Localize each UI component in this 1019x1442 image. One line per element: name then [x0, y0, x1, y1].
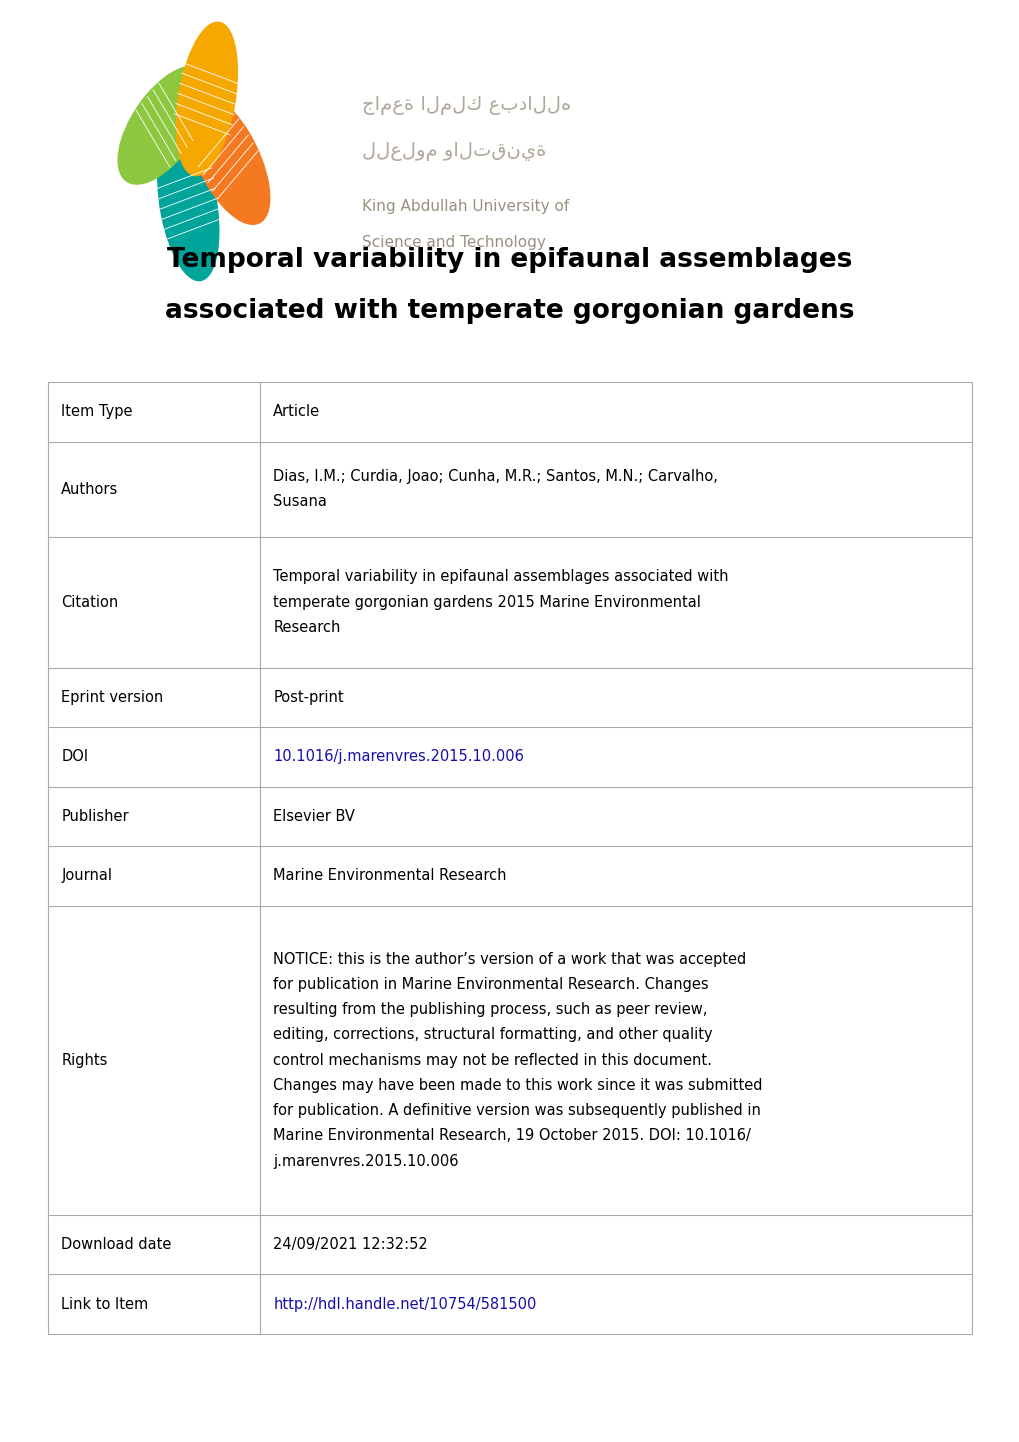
- Text: Science and Technology: Science and Technology: [362, 235, 545, 249]
- Text: جامعة الملك عبدالله: جامعة الملك عبدالله: [362, 95, 571, 115]
- Text: Authors: Authors: [61, 482, 118, 496]
- Text: للعلوم والتقنية: للعلوم والتقنية: [362, 141, 546, 162]
- Ellipse shape: [186, 94, 269, 225]
- Text: for publication. A definitive version was subsequently published in: for publication. A definitive version wa…: [273, 1103, 760, 1118]
- Text: Marine Environmental Research, 19 October 2015. DOI: 10.1016/: Marine Environmental Research, 19 Octobe…: [273, 1129, 751, 1144]
- Text: NOTICE: this is the author’s version of a work that was accepted: NOTICE: this is the author’s version of …: [273, 952, 746, 966]
- Text: Eprint version: Eprint version: [61, 689, 163, 705]
- Text: Changes may have been made to this work since it was submitted: Changes may have been made to this work …: [273, 1079, 762, 1093]
- Text: Marine Environmental Research: Marine Environmental Research: [273, 868, 506, 884]
- Text: resulting from the publishing process, such as peer review,: resulting from the publishing process, s…: [273, 1002, 707, 1017]
- Text: Dias, I.M.; Curdia, Joao; Cunha, M.R.; Santos, M.N.; Carvalho,: Dias, I.M.; Curdia, Joao; Cunha, M.R.; S…: [273, 469, 717, 485]
- Text: editing, corrections, structural formatting, and other quality: editing, corrections, structural formatt…: [273, 1028, 712, 1043]
- Ellipse shape: [118, 66, 211, 185]
- Text: Publisher: Publisher: [61, 809, 128, 823]
- Text: Citation: Citation: [61, 594, 118, 610]
- Text: Post-print: Post-print: [273, 689, 343, 705]
- Text: Temporal variability in epifaunal assemblages associated with: Temporal variability in epifaunal assemb…: [273, 570, 729, 584]
- Text: Article: Article: [273, 404, 320, 420]
- Text: Temporal variability in epifaunal assemblages: Temporal variability in epifaunal assemb…: [167, 247, 852, 273]
- Text: 24/09/2021 12:32:52: 24/09/2021 12:32:52: [273, 1237, 428, 1252]
- Text: j.marenvres.2015.10.006: j.marenvres.2015.10.006: [273, 1154, 459, 1168]
- Ellipse shape: [158, 127, 219, 281]
- Text: DOI: DOI: [61, 750, 89, 764]
- Text: temperate gorgonian gardens 2015 Marine Environmental: temperate gorgonian gardens 2015 Marine …: [273, 594, 700, 610]
- Text: Research: Research: [273, 620, 340, 634]
- Text: Download date: Download date: [61, 1237, 171, 1252]
- Text: http://hdl.handle.net/10754/581500: http://hdl.handle.net/10754/581500: [273, 1296, 536, 1312]
- Text: Elsevier BV: Elsevier BV: [273, 809, 355, 823]
- Text: Journal: Journal: [61, 868, 112, 884]
- Text: control mechanisms may not be reflected in this document.: control mechanisms may not be reflected …: [273, 1053, 711, 1067]
- Bar: [48, 382, 971, 1334]
- Text: Link to Item: Link to Item: [61, 1296, 149, 1312]
- Text: Item Type: Item Type: [61, 404, 132, 420]
- Text: associated with temperate gorgonian gardens: associated with temperate gorgonian gard…: [165, 298, 854, 324]
- Text: 10.1016/j.marenvres.2015.10.006: 10.1016/j.marenvres.2015.10.006: [273, 750, 524, 764]
- Text: for publication in Marine Environmental Research. Changes: for publication in Marine Environmental …: [273, 978, 708, 992]
- Text: Susana: Susana: [273, 495, 327, 509]
- Text: King Abdullah University of: King Abdullah University of: [362, 199, 569, 213]
- Ellipse shape: [176, 22, 237, 176]
- Text: Rights: Rights: [61, 1053, 107, 1067]
